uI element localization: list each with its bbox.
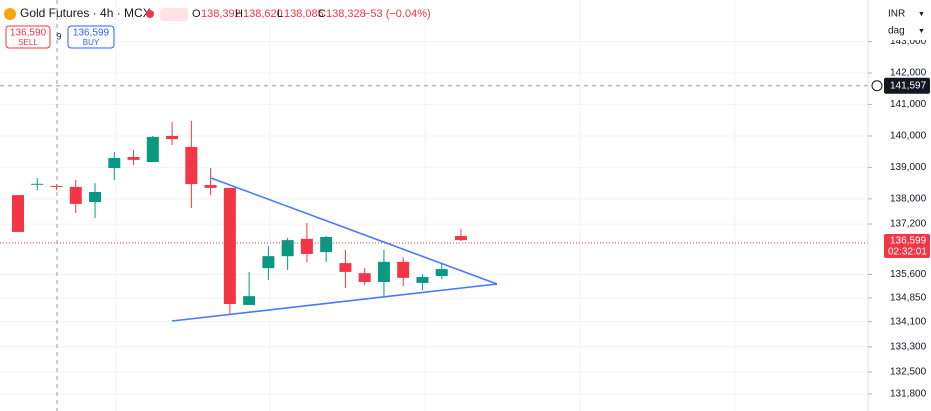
candle-body	[339, 263, 352, 272]
crosshair-label: 141,597	[890, 80, 927, 91]
candle-body	[435, 269, 448, 276]
y-tick-label: 134,100	[890, 316, 927, 327]
candle-body	[31, 183, 44, 185]
candle-body	[108, 157, 121, 169]
header-high: 138,620	[243, 8, 283, 20]
sell-label: SELL	[18, 38, 38, 47]
candle-body	[397, 261, 410, 278]
y-tick-label: 140,000	[890, 131, 927, 142]
crosshair-add-button	[871, 80, 883, 92]
countdown: 02:32:01	[888, 247, 927, 258]
y-tick-label: 142,000	[890, 68, 927, 79]
dropdown-arrow: ▼	[918, 28, 925, 35]
y-tick-label: 139,000	[890, 162, 927, 173]
interval-menu[interactable]: dag	[888, 26, 905, 37]
header-change: −53 (−0.04%)	[364, 8, 431, 20]
market-status	[160, 8, 188, 21]
header-close: 138,328	[326, 8, 366, 20]
sell-button[interactable]	[5, 25, 51, 49]
candle-body	[12, 195, 24, 232]
candle-body	[185, 146, 198, 185]
y-tick-label: 137,200	[890, 219, 927, 230]
status-dot	[146, 10, 154, 18]
axis-menu	[882, 6, 928, 40]
y-tick-label: 132,500	[890, 367, 927, 378]
candle-body	[243, 296, 256, 305]
candle-body	[416, 276, 429, 283]
header-open: 138,392	[201, 8, 241, 20]
y-tick-label: 143,000	[890, 36, 927, 47]
candle-body	[358, 273, 371, 282]
candle-body	[166, 135, 179, 140]
candle-body	[281, 240, 294, 257]
y-tick-label: 135,600	[890, 269, 927, 280]
high-prefix: H	[235, 8, 243, 20]
candle-body	[223, 187, 236, 305]
candle-body	[69, 186, 82, 204]
y-tick-label: 134,850	[890, 293, 927, 304]
last-price-label: 136,599	[890, 236, 927, 247]
buy-button[interactable]	[67, 25, 115, 49]
dropdown-arrow: ▼	[918, 11, 925, 18]
currency-menu[interactable]: INR	[888, 9, 905, 20]
close-prefix: C	[318, 8, 326, 20]
candle-body	[377, 261, 390, 282]
candle-body	[89, 191, 102, 203]
last-price-box	[884, 233, 930, 258]
crosshair-box	[884, 77, 930, 94]
y-tick-label: 131,800	[890, 389, 927, 400]
candle-body	[146, 136, 159, 163]
candle-body	[204, 185, 217, 188]
candle-body	[262, 256, 275, 269]
y-tick-label: 133,300	[890, 341, 927, 352]
low-prefix: L	[277, 8, 283, 20]
grid	[0, 0, 868, 411]
sell-price: 136,590	[10, 28, 47, 39]
candle-body	[127, 157, 140, 160]
y-tick-label: 141,000	[890, 99, 927, 110]
header-low: 138,085	[284, 8, 324, 20]
candle-body	[300, 238, 313, 254]
y-tick-label: 138,000	[890, 194, 927, 205]
candle-body	[320, 236, 333, 253]
symbol-title: Gold Futures · 4h · MCX	[20, 6, 151, 20]
trendline-upper	[210, 177, 498, 285]
open-prefix: O	[192, 8, 201, 20]
spread: 9	[56, 31, 61, 41]
candle-body	[454, 236, 467, 241]
buy-label: BUY	[83, 38, 100, 47]
symbol-icon	[4, 8, 16, 20]
trendline-lower	[171, 283, 498, 322]
buy-price: 136,599	[73, 28, 110, 39]
